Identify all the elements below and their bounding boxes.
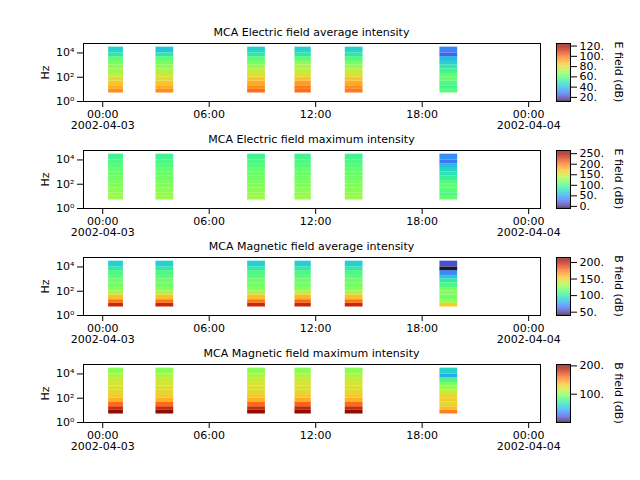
- svg-text:10²: 10²: [56, 178, 74, 191]
- svg-text:100.: 100.: [579, 49, 604, 63]
- svg-text:200.: 200.: [579, 157, 604, 171]
- svg-text:Hz: Hz: [39, 65, 52, 79]
- svg-text:Hz: Hz: [39, 386, 52, 400]
- svg-text:12:00: 12:00: [300, 429, 332, 442]
- svg-text:150.: 150.: [579, 168, 604, 182]
- svg-text:0.: 0.: [579, 199, 590, 213]
- svg-text:18:00: 18:00: [406, 429, 438, 442]
- svg-text:10²: 10²: [56, 71, 74, 84]
- svg-text:00:002002-04-04: 00:002002-04-04: [497, 322, 561, 346]
- html-text:MCA Magnetic field maximum int: MCA Magnetic field maximum intensity: [203, 347, 420, 360]
- svg-text:06:00: 06:00: [193, 429, 225, 442]
- svg-text:250.: 250.: [580, 147, 605, 160]
- svg-text:06:00: 06:00: [193, 108, 225, 121]
- svg-text:10⁰: 10⁰: [56, 416, 75, 429]
- svg-text:80.: 80.: [579, 60, 597, 74]
- svg-text:Hz: Hz: [39, 172, 52, 186]
- html-text:MCA Magnetic field average int: MCA Magnetic field average intensity: [208, 240, 415, 253]
- svg-text:00:002002-04-04: 00:002002-04-04: [497, 108, 561, 132]
- svg-text:Hz: Hz: [39, 279, 52, 293]
- svg-text:10⁰: 10⁰: [56, 202, 75, 215]
- svg-text:00:002002-04-03: 00:002002-04-03: [71, 322, 135, 346]
- svg-text:00:002002-04-03: 00:002002-04-03: [71, 429, 135, 453]
- svg-text:10⁴: 10⁴: [56, 367, 75, 380]
- svg-text:200.: 200.: [580, 256, 605, 269]
- svg-text:10⁰: 10⁰: [56, 309, 75, 322]
- html-text:B field (dB): B field (dB): [612, 255, 625, 317]
- svg-text:18:00: 18:00: [406, 215, 438, 228]
- svg-text:100.: 100.: [580, 388, 605, 401]
- svg-text:10²: 10²: [56, 392, 74, 405]
- svg-text:00:002002-04-04: 00:002002-04-04: [497, 215, 561, 239]
- svg-text:100.: 100.: [580, 289, 605, 302]
- svg-text:06:00: 06:00: [193, 215, 225, 228]
- html-text:MCA Electric field maximum int: MCA Electric field maximum intensity: [208, 133, 415, 146]
- svg-text:12:00: 12:00: [300, 215, 332, 228]
- svg-text:50.: 50.: [579, 189, 597, 203]
- svg-text:10²: 10²: [56, 285, 74, 298]
- svg-text:20.: 20.: [579, 90, 597, 104]
- svg-text:00:002002-04-03: 00:002002-04-03: [71, 108, 135, 132]
- svg-text:40.: 40.: [579, 80, 597, 94]
- svg-text:12:00: 12:00: [300, 322, 332, 335]
- svg-text:18:00: 18:00: [406, 322, 438, 335]
- svg-text:100.: 100.: [579, 178, 604, 192]
- svg-text:10⁴: 10⁴: [56, 153, 75, 166]
- svg-text:60.: 60.: [579, 70, 597, 84]
- svg-text:150.: 150.: [580, 273, 605, 286]
- svg-text:120.: 120.: [580, 40, 605, 53]
- svg-text:10⁰: 10⁰: [56, 95, 75, 108]
- svg-text:00:002002-04-03: 00:002002-04-03: [71, 215, 135, 239]
- svg-text:18:00: 18:00: [406, 108, 438, 121]
- html-text:B field (dB): B field (dB): [612, 362, 625, 424]
- html-text:E field (dB): E field (dB): [612, 41, 625, 103]
- html-text:MCA Electric field average int: MCA Electric field average intensity: [213, 26, 410, 39]
- svg-text:10⁴: 10⁴: [56, 46, 75, 59]
- svg-text:00:002002-04-04: 00:002002-04-04: [497, 429, 561, 453]
- html-text:E field (dB): E field (dB): [612, 148, 625, 210]
- svg-text:06:00: 06:00: [193, 322, 225, 335]
- svg-text:200.: 200.: [580, 359, 605, 372]
- svg-text:12:00: 12:00: [300, 108, 332, 121]
- svg-text:50.: 50.: [580, 306, 598, 319]
- svg-text:10⁴: 10⁴: [56, 260, 75, 273]
